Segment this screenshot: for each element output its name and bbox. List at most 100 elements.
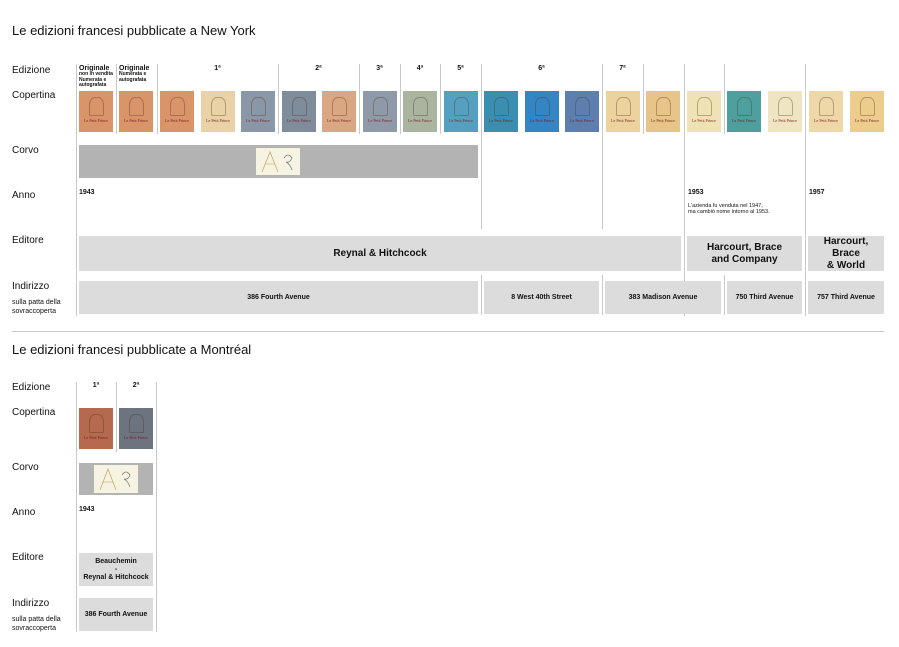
little-prince-drawing-icon	[535, 97, 550, 116]
ny-grid-line	[400, 64, 401, 134]
cover-title: Le Petit Prince	[611, 118, 635, 123]
ny-grid-line	[805, 64, 806, 316]
ny-cover-1: Le Petit Prince	[79, 91, 113, 132]
mtl-label-copertina: Copertina	[12, 407, 56, 418]
cover-title: Le Petit Prince	[692, 118, 716, 123]
ny-note-1953-line2: ma cambiò nome intorno al 1953.	[688, 209, 770, 215]
ny-edition-original-2: Originale Numerata e autografata	[119, 65, 150, 83]
mtl-publisher: Beauchemin - Reynal & Hitchcock	[79, 553, 153, 586]
little-prince-drawing-icon	[778, 97, 793, 116]
little-prince-drawing-icon	[737, 97, 752, 116]
ny-section-title: Le edizioni francesi pubblicate a New Yo…	[12, 23, 256, 38]
ny-cover-15: Le Petit Prince	[646, 91, 680, 132]
ny-grid-line	[724, 64, 725, 134]
mtl-label-edizione: Edizione	[12, 382, 51, 393]
mtl-address: 386 Fourth Avenue	[79, 598, 153, 631]
little-prince-drawing-icon	[292, 97, 307, 116]
ny-grid-line	[157, 64, 158, 134]
ny-edition-2: 2ª	[315, 65, 322, 72]
ny-label-indirizzo-sub2: sovraccoperta	[12, 308, 56, 315]
mtl-grid-line	[156, 382, 157, 632]
ny-grid-line	[481, 275, 482, 315]
mtl-label-corvo: Corvo	[12, 462, 39, 473]
mtl-label-editore: Editore	[12, 552, 44, 563]
mtl-label-indirizzo-sub1: sulla patta della	[12, 616, 61, 623]
ny-cover-5: Le Petit Prince	[241, 91, 275, 132]
ny-grid-line	[602, 64, 603, 229]
ny-cover-6: Le Petit Prince	[282, 91, 316, 132]
ny-cover-9: Le Petit Prince	[403, 91, 437, 132]
ny-cover-13: Le Petit Prince	[565, 91, 599, 132]
ny-cover-2: Le Petit Prince	[119, 91, 153, 132]
ny-grid-line	[643, 64, 644, 134]
little-prince-drawing-icon	[413, 97, 428, 116]
ny-address-386-fourth: 386 Fourth Avenue	[79, 281, 478, 314]
mtl-edition-2: 2ª	[132, 382, 140, 389]
ny-label-editore: Editore	[12, 235, 44, 246]
cover-title: Le Petit Prince	[530, 118, 554, 123]
section-divider	[12, 331, 884, 332]
ny-grid-line	[481, 64, 482, 229]
ny-cover-7: Le Petit Prince	[322, 91, 356, 132]
ny-edition-3: 3ª	[376, 65, 383, 72]
ny-cover-12: Le Petit Prince	[525, 91, 559, 132]
little-prince-drawing-icon	[211, 97, 226, 116]
ny-cover-14: Le Petit Prince	[606, 91, 640, 132]
cover-title: Le Petit Prince	[814, 118, 838, 123]
ny-cover-19: Le Petit Prince	[809, 91, 843, 132]
ny-grid-line	[278, 64, 279, 134]
ny-cover-3: Le Petit Prince	[160, 91, 194, 132]
ny-label-anno: Anno	[12, 190, 36, 201]
mtl-label-anno: Anno	[12, 507, 36, 518]
ny-cover-20: Le Petit Prince	[850, 91, 884, 132]
ny-address-8-west-40th: 8 West 40th Street	[484, 281, 599, 314]
cover-title: Le Petit Prince	[206, 118, 230, 123]
ny-edition-4: 4ª	[416, 65, 424, 72]
ny-grid-line	[602, 275, 603, 315]
mtl-year-1943: 1943	[79, 506, 95, 513]
ny-cover-8: Le Petit Prince	[363, 91, 397, 132]
ny-edition-original-1: Originale non in vendita Numerata e auto…	[79, 65, 113, 88]
ny-grid-line	[440, 64, 441, 134]
ny-cover-4: Le Petit Prince	[201, 91, 235, 132]
cover-title: Le Petit Prince	[855, 118, 879, 123]
ny-label-indirizzo-sub1: sulla patta della	[12, 299, 61, 306]
ny-edition-6: 6ª	[538, 65, 545, 72]
ny-publisher-harcourt-brace-company: Harcourt, Brace and Company	[687, 236, 802, 271]
ny-year-1957: 1957	[809, 189, 825, 196]
little-prince-drawing-icon	[129, 414, 144, 433]
little-prince-drawing-icon	[251, 97, 266, 116]
little-prince-drawing-icon	[494, 97, 509, 116]
cover-title: Le Petit Prince	[327, 118, 351, 123]
cover-title: Le Petit Prince	[287, 118, 311, 123]
crow-drawing-icon	[256, 148, 300, 175]
ny-edition-1: 1ª	[214, 65, 221, 72]
ny-cover-16: Le Petit Prince	[687, 91, 721, 132]
crow-drawing-icon	[94, 465, 138, 493]
cover-title: Le Petit Prince	[368, 118, 392, 123]
cover-title: Le Petit Prince	[246, 118, 270, 123]
mtl-section-title: Le edizioni francesi pubblicate a Montré…	[12, 342, 252, 357]
ny-cover-10: Le Petit Prince	[444, 91, 478, 132]
little-prince-drawing-icon	[656, 97, 671, 116]
cover-title: Le Petit Prince	[651, 118, 675, 123]
cover-title: Le Petit Prince	[773, 118, 797, 123]
ny-address-383-madison: 383 Madison Avenue	[605, 281, 721, 314]
mtl-cover-1: Le Petit Prince	[79, 408, 113, 449]
cover-title: Le Petit Prince	[449, 118, 473, 123]
mtl-cover-2: Le Petit Prince	[119, 408, 153, 449]
cover-title: Le Petit Prince	[84, 435, 108, 440]
little-prince-drawing-icon	[860, 97, 875, 116]
ny-note-1953-line1: L'azienda fu venduta nel 1947,	[688, 203, 763, 209]
mtl-grid-line	[116, 382, 117, 452]
ny-label-indirizzo: Indirizzo	[12, 281, 50, 292]
little-prince-drawing-icon	[697, 97, 712, 116]
mtl-grid-line	[76, 382, 77, 632]
ny-year-1953: 1953	[688, 189, 704, 196]
ny-cover-11: Le Petit Prince	[484, 91, 518, 132]
cover-title: Le Petit Prince	[84, 118, 108, 123]
ny-edition-7: 7ª	[619, 65, 626, 72]
mtl-edition-1: 1ª	[92, 382, 100, 389]
little-prince-drawing-icon	[575, 97, 590, 116]
ny-cover-17: Le Petit Prince	[727, 91, 761, 132]
